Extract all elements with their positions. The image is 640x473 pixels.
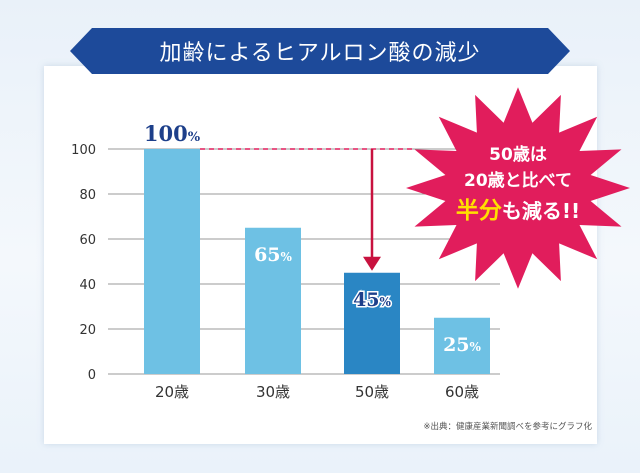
x-axis-labels: 20歳 30歳 50歳 60歳 [155,383,479,401]
arrow-head [363,256,381,271]
y-tick-label-40: 40 [79,278,96,293]
source-note: ※出典：健康産業新聞調べを参考にグラフ化 [423,422,592,432]
x-label-20歳: 20歳 [155,383,189,401]
callout-text: 50歳は 20歳と比べて 半分も減る!! [418,142,618,228]
y-tick-label-100: 100 [71,143,96,158]
value-labels: 100% 65% 45% 25% [144,121,482,356]
value-label-60歳: 25% [443,334,481,356]
ribbon-shape [70,28,570,74]
callout-line-2: 20歳と比べて [464,171,572,191]
chart-title: 加齢によるヒアルロン酸の減少 [159,41,481,66]
callout-line-3-rest: も減る!! [501,199,581,223]
callout-burst [406,87,630,289]
title-ribbon: 加齢によるヒアルロン酸の減少 [70,28,570,74]
x-label-60歳: 60歳 [445,383,479,401]
y-tick-label-0: 0 [88,368,96,383]
y-tick-label-80: 80 [79,188,96,203]
bar-30歳 [245,227,301,374]
bars [144,149,490,374]
x-label-50歳: 50歳 [355,383,389,401]
value-label-20歳: 100% [144,121,201,146]
value-label-50歳: 45% [353,289,391,311]
y-tick-label-60: 60 [79,233,96,248]
x-label-30歳: 30歳 [256,383,290,401]
annotations [200,148,415,271]
callout-line-1: 50歳は [489,145,547,165]
bar-50歳 [344,272,400,374]
bar-60歳 [434,317,490,374]
y-tick-label-20: 20 [79,323,96,338]
bar-20歳 [144,149,200,374]
callout-line-3: 半分も減る!! [418,194,618,228]
value-label-30歳: 65% [254,244,292,266]
callout-half-word: 半分 [455,198,502,224]
y-axis-ticks: 0 20 40 60 80 100 [71,143,96,383]
